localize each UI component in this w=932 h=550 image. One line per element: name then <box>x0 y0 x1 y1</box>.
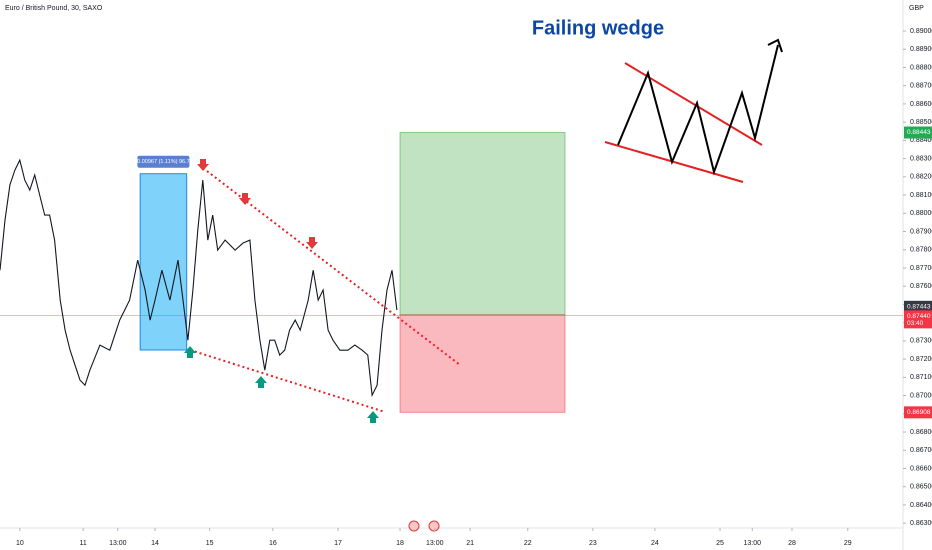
x-tick-label: 17 <box>334 540 342 547</box>
x-tick-label: 14 <box>151 540 159 547</box>
countdown: 03:40 <box>907 320 924 327</box>
x-tick-label: 29 <box>844 540 852 547</box>
currency: GBP <box>909 5 924 12</box>
x-tick-label: 11 <box>79 540 86 547</box>
x-tick-label: 16 <box>269 540 277 547</box>
stop-zone <box>399 314 566 413</box>
x-tick-label: 10 <box>16 540 24 547</box>
wedge-drawing <box>604 38 783 183</box>
x-tick-label: 13:00 <box>744 540 762 547</box>
entry-label: 0.87443 <box>907 304 931 311</box>
event-icons <box>408 520 440 532</box>
x-tick-label: 28 <box>788 540 796 547</box>
measure-box <box>139 173 188 351</box>
y-tick-label: 0.86300 <box>910 520 932 527</box>
trend-lines <box>189 167 461 413</box>
target-label: 0.88443 <box>907 129 931 136</box>
x-tick-label: 18 <box>396 540 404 547</box>
x-tick-label: 13:00 <box>109 540 127 547</box>
x-tick-label: 25 <box>716 540 724 547</box>
x-tick-label: 13:00 <box>426 540 444 547</box>
target-zone <box>399 132 566 316</box>
x-tick-label: 15 <box>206 540 214 547</box>
chart-title: Euro / British Pound, 30, SAXO <box>5 5 103 12</box>
price-line <box>0 158 398 398</box>
x-tick-label: 21 <box>466 540 474 547</box>
x-tick-label: 23 <box>589 540 597 547</box>
stop-label-bg <box>904 406 932 419</box>
current-price-label: 0.87440 <box>907 313 931 320</box>
measure-label-bg <box>137 155 190 168</box>
annotation: Failing wedge <box>532 17 664 39</box>
x-tick-label: 24 <box>651 540 659 547</box>
measure-label: 0.00967 (1.11%) 96.7 <box>137 159 190 165</box>
entry-label-bg <box>904 300 932 313</box>
x-tick-label: 22 <box>524 540 532 547</box>
current-price-label-bg <box>904 310 932 329</box>
target-label-bg <box>904 126 932 139</box>
stop-label: 0.86908 <box>907 409 931 416</box>
arrows <box>184 159 379 423</box>
